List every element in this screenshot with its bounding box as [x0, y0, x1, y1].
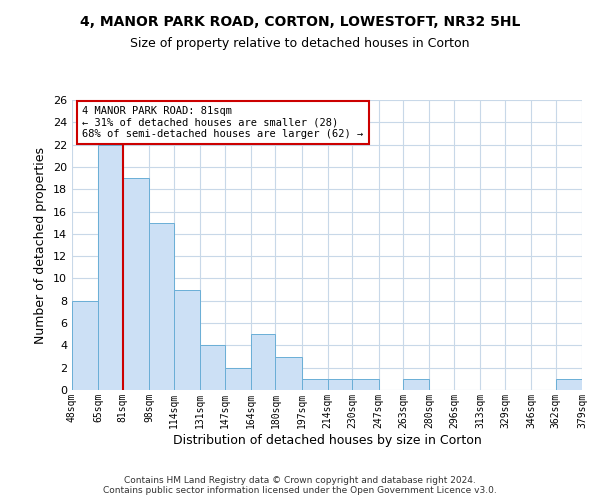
Bar [556, 379, 582, 390]
Text: Contains HM Land Registry data © Crown copyright and database right 2024.
Contai: Contains HM Land Registry data © Crown c… [103, 476, 497, 495]
Bar [98, 144, 123, 390]
Bar [173, 290, 200, 390]
Bar [352, 379, 379, 390]
Y-axis label: Number of detached properties: Number of detached properties [34, 146, 47, 344]
Bar [302, 379, 328, 390]
X-axis label: Distribution of detached houses by size in Corton: Distribution of detached houses by size … [173, 434, 481, 446]
Bar [149, 222, 173, 390]
Text: 4, MANOR PARK ROAD, CORTON, LOWESTOFT, NR32 5HL: 4, MANOR PARK ROAD, CORTON, LOWESTOFT, N… [80, 15, 520, 29]
Text: 4 MANOR PARK ROAD: 81sqm
← 31% of detached houses are smaller (28)
68% of semi-d: 4 MANOR PARK ROAD: 81sqm ← 31% of detach… [82, 106, 364, 139]
Bar [328, 379, 352, 390]
Bar [72, 301, 98, 390]
Bar [200, 346, 224, 390]
Bar [275, 356, 302, 390]
Bar [224, 368, 251, 390]
Bar [403, 379, 430, 390]
Bar [251, 334, 275, 390]
Text: Size of property relative to detached houses in Corton: Size of property relative to detached ho… [130, 38, 470, 51]
Bar [123, 178, 149, 390]
